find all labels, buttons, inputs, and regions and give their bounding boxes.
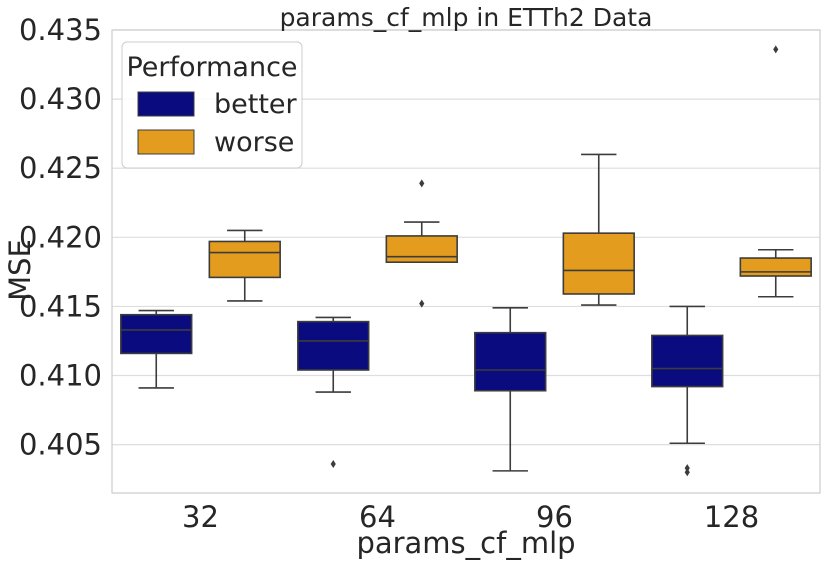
legend-swatch-worse [137,129,195,155]
legend-swatch-better [137,91,195,117]
outlier-point [419,179,425,188]
x-tick-label: 128 [704,500,759,534]
box-better-32 [120,309,193,389]
box-iqr [562,232,635,295]
y-tick-label: 0.430 [19,82,102,116]
box-worse-64 [385,179,458,308]
box-iqr [651,334,724,388]
legend-label-better: better [214,89,298,120]
x-tick-label: 64 [359,500,396,534]
y-axis-label: MSE [3,239,37,301]
plot-frame [111,29,821,494]
box-iqr [385,235,458,263]
legend-title: Performance [126,52,297,83]
legend-label-worse: worse [214,127,294,158]
legend: Performance better worse [121,41,303,169]
x-tick-label: 96 [536,500,573,534]
box-iqr [120,313,193,355]
box-iqr [208,240,281,279]
outlier-point [419,299,425,308]
box-worse-128 [739,45,812,298]
box-worse-32 [208,229,281,302]
y-tick-label: 0.425 [19,151,102,185]
box-better-64 [297,316,370,468]
box-iqr [297,320,370,371]
y-tick-label: 0.415 [19,289,102,323]
box-iqr [474,331,547,392]
box-iqr [739,257,812,277]
boxes-layer [120,45,812,477]
x-tick-labels: 32 64 96 128 [182,500,759,534]
box-worse-96 [562,153,635,306]
y-tick-label: 0.435 [19,13,102,47]
x-axis-label: params_cf_mlp [356,526,575,560]
y-tick-label: 0.410 [19,359,102,393]
chart-title: params_cf_mlp in ETTh2 Data [280,3,653,32]
outlier-point [684,464,690,473]
outlier-point [773,45,779,54]
outlier-point [330,459,336,468]
y-tick-label: 0.405 [19,428,102,462]
y-tick-label: 0.420 [19,220,102,254]
x-tick-label: 32 [182,500,219,534]
y-tick-labels: 0.405 0.410 0.415 0.420 0.425 0.430 0.435 [19,13,102,462]
box-better-96 [474,306,547,472]
box-better-128 [651,305,724,477]
outlier-point [684,468,690,477]
